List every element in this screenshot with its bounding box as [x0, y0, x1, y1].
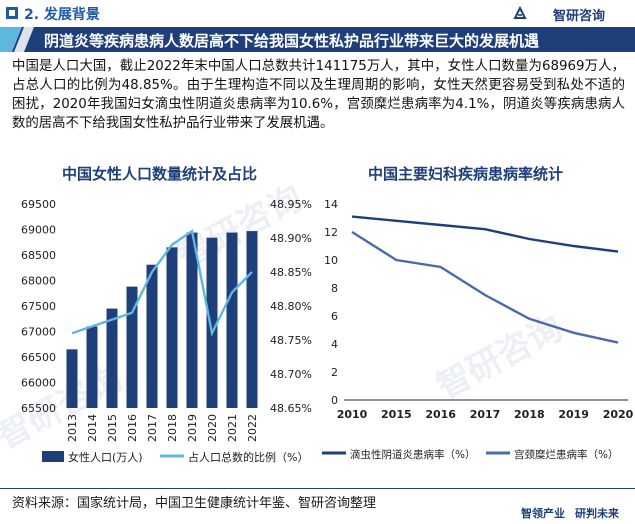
x-tick-label: 2019: [186, 414, 199, 442]
bar-female-population: [226, 232, 238, 408]
bar-female-population: [186, 232, 198, 408]
data-source: 资料来源：国家统计局，中国卫生健康统计年鉴、智研咨询整理: [12, 496, 377, 511]
bar-female-population: [246, 231, 258, 408]
section-title: 2. 发展背景: [24, 7, 100, 23]
y-tick-label: 14: [324, 198, 338, 211]
y-left-tick-label: 65500: [21, 402, 56, 415]
y-left-tick-label: 68000: [21, 275, 56, 288]
legend-label: 滴虫性阴道炎患病率（%）: [350, 448, 475, 461]
line-female-ratio: [71, 229, 253, 337]
bar-female-population: [126, 286, 138, 408]
y-tick-label: 10: [324, 254, 338, 267]
y-tick-label: 2: [331, 366, 338, 379]
line-series-2: [351, 230, 619, 344]
y-tick-label: 6: [331, 310, 338, 323]
y-right-tick-label: 48.85%: [270, 266, 312, 279]
y-tick-label: 12: [324, 226, 338, 239]
y-left-tick-label: 69500: [21, 198, 56, 211]
y-left-tick-label: 67500: [21, 300, 56, 313]
x-tick-label: 2015: [106, 414, 119, 442]
y-left-tick-label: 66500: [21, 351, 56, 364]
bar-female-population: [146, 264, 158, 408]
x-tick-label: 2016: [126, 414, 139, 442]
banner-deco-icon: [0, 27, 34, 52]
legend-label: 占人口总数的比例（%）: [188, 450, 308, 464]
y-tick-label: 8: [331, 282, 338, 295]
line-series-1: [351, 215, 619, 253]
y-left-tick-label: 67000: [21, 326, 56, 339]
title-banner: 阴道炎等疾病患病人数居高不下给我国女性私护品行业带来巨大的发展机遇: [0, 27, 635, 52]
banner-title: 阴道炎等疾病患病人数居高不下给我国女性私护品行业带来巨大的发展机遇: [44, 32, 540, 50]
x-tick-label: 2015: [381, 408, 412, 421]
x-tick-label: 2018: [514, 408, 545, 421]
y-left-tick-label: 68500: [21, 249, 56, 262]
x-tick-label: 2010: [337, 408, 368, 421]
bar-female-population: [66, 349, 78, 408]
y-right-tick-label: 48.65%: [270, 402, 312, 415]
x-tick-label: 2021: [226, 414, 239, 442]
brand-logo-icon: [513, 6, 527, 19]
section-marker-icon: [6, 7, 18, 19]
gynecological-disease-chart: 0 2 4 6 8 10 12 14 2010 2015 2016 2017 2018 2019 2020 滴…: [322, 198, 634, 461]
y-left-tick-label: 66000: [21, 377, 56, 390]
source-divider: [0, 488, 635, 489]
y-right-tick-label: 48.70%: [270, 368, 312, 381]
y-right-tick-label: 48.75%: [270, 334, 312, 347]
bar-female-population: [206, 237, 218, 408]
y-right-tick-label: 48.90%: [270, 232, 312, 245]
x-tick-label: 2017: [470, 408, 501, 421]
legend-swatch-bar: [42, 451, 64, 462]
y-left-tick-label: 69000: [21, 224, 56, 237]
x-tick-label: 2020: [603, 408, 634, 421]
bar-female-population: [86, 326, 98, 408]
footer-slogan-right: 研判未来: [575, 507, 619, 520]
y-right-tick-label: 48.95%: [270, 198, 312, 211]
x-tick-label: 2013: [66, 414, 79, 442]
bar-female-population: [106, 308, 118, 408]
y-tick-label: 0: [331, 394, 338, 407]
x-tick-label: 2014: [86, 414, 99, 442]
y-right-tick-label: 48.80%: [270, 300, 312, 313]
intro-paragraph: 中国是人口大国，截止2022年末中国人口总数共计141175万人，其中，女性人口…: [12, 59, 625, 131]
x-tick-label: 2017: [146, 414, 159, 442]
y-tick-label: 4: [331, 338, 338, 351]
legend-label: 女性人口(万人): [68, 450, 143, 464]
x-tick-label: 2020: [206, 414, 219, 442]
footer-slogan-left: 智领产业: [521, 507, 565, 520]
x-tick-label: 2019: [558, 408, 589, 421]
top-header: 2. 发展背景 智研咨询: [0, 0, 635, 26]
bar-female-population: [166, 247, 178, 408]
female-population-chart: 65500 66000 66500 67000 67500 68000 68500 69000…: [21, 198, 312, 464]
x-tick-label: 2016: [425, 408, 456, 421]
brand-name: 智研咨询: [552, 9, 605, 24]
legend-label: 宫颈糜烂患病率（%）: [514, 448, 618, 461]
x-tick-label: 2022: [246, 414, 259, 442]
chart1-title: 中国女性人口数量统计及占比: [62, 165, 258, 183]
x-tick-label: 2018: [166, 414, 179, 442]
chart2-title: 中国主要妇科疾病患病率统计: [368, 165, 564, 183]
